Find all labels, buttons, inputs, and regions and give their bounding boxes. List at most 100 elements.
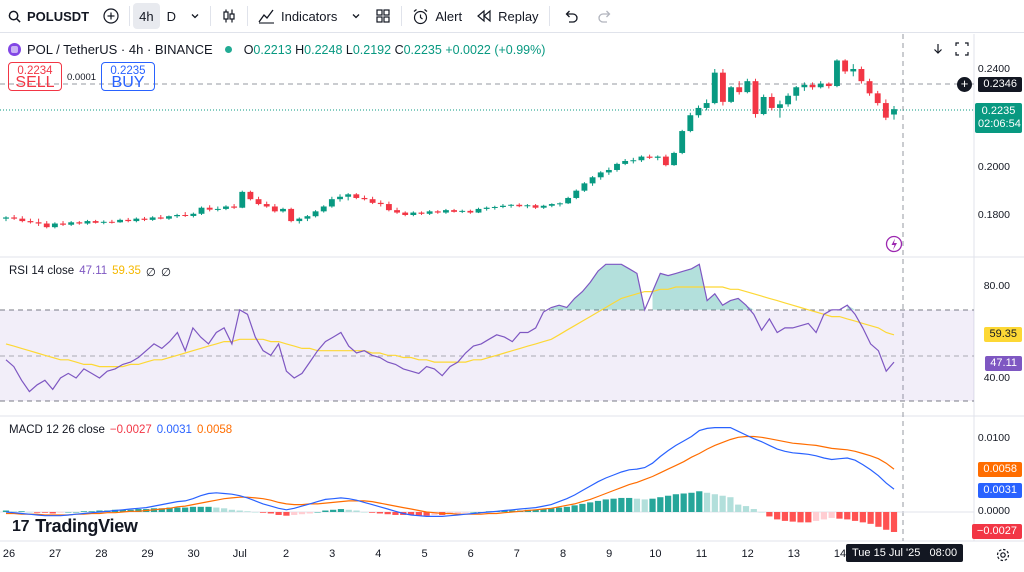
macd-histogram-bar [750,509,757,512]
timeframe-dropdown-button[interactable] [183,0,207,33]
timeframe-d-button[interactable]: D [160,0,183,33]
redo-button[interactable] [589,0,621,33]
sell-button[interactable]: 0.2234 SELL [8,62,62,91]
close-value: 0.2235 [403,42,442,57]
candle-body [288,208,295,222]
time-axis-label: 8 [559,548,567,560]
macd-histogram-bar [41,512,49,513]
macd-histogram-bar [719,495,726,512]
candle-body [744,81,751,93]
candle-body [589,177,596,184]
series-title[interactable]: POL / TetherUS · 4h · BINANCE [27,42,213,57]
scroll-down-button[interactable] [932,42,944,59]
bar-countdown: 02:06:54 [978,118,1021,130]
macd-histogram-bar [337,509,345,512]
layouts-button[interactable] [368,0,398,33]
indicators-button[interactable]: Indicators [251,0,344,33]
time-axis-label: 12 [741,548,754,560]
undo-button[interactable] [553,0,589,33]
rsi-line [5,263,895,393]
macd-histogram-bar [65,512,72,513]
macd-histogram-bar [688,492,695,512]
macd-histogram-bar [649,498,656,512]
chart-type-button[interactable] [214,0,244,33]
macd-histogram-bar [407,512,415,515]
indicators-dropdown-button[interactable] [344,0,368,33]
candle-body [100,221,107,223]
fullscreen-button[interactable] [955,42,969,59]
candle-body [891,109,897,115]
buy-button[interactable]: 0.2235 BUY [101,62,155,91]
tradingview-logo[interactable]: 17 TradingView [12,516,138,537]
main-legend: POL / TetherUS · 4h · BINANCE O0.2213 H0… [8,42,545,57]
compare-symbol-button[interactable] [96,0,126,33]
macd-histogram-bar [259,512,267,513]
macd-histogram-bar [462,512,469,513]
candle-body [801,84,808,88]
macd-histogram-bar [602,499,609,512]
macd-legend[interactable]: MACD 12 26 close −0.0027 0.0031 0.0058 [9,424,232,436]
macd-histogram-bar [166,507,173,512]
macd-histogram-bar [626,497,633,512]
time-axis-label: 30 [187,548,200,560]
macd-histogram-bar [470,512,477,513]
candle-body [719,72,726,102]
macd-histogram-bar [228,509,236,512]
candle-body [785,95,792,105]
time-axis-label: 29 [141,548,154,560]
add-alert-plus-icon[interactable]: + [957,77,972,92]
macd-value-tag: 0.0031 [978,483,1022,498]
macd-histogram-bar [267,512,274,514]
macd-histogram-bar [571,505,578,512]
settings-button[interactable] [996,548,1010,567]
time-axis-label: 6 [467,548,474,560]
macd-histogram-bar [306,512,313,514]
symbol-search-button[interactable]: POLUSDT [0,0,96,33]
candle-body [581,183,588,191]
top-toolbar: POLUSDT 4h D Indicators [0,0,1024,33]
candle-body [84,221,91,224]
macd-histogram-bar [400,512,407,515]
macd-histogram-bar [774,512,781,520]
macd-hist-tag: −0.0027 [971,524,1022,539]
macd-histogram-bar [119,509,126,512]
rewind-icon [477,9,491,23]
candle-body [573,190,580,198]
candle-body [223,206,229,209]
market-open-indicator [224,46,232,53]
candle-body [385,204,392,211]
candle-body [247,191,254,200]
candle-body [467,210,474,213]
timeframe-4h-button[interactable]: 4h [133,3,160,29]
replay-button[interactable]: Replay [469,0,545,33]
candle-body [141,218,148,220]
replay-label: Replay [498,8,539,24]
open-value: 0.2213 [253,42,292,57]
macd-signal-line [6,435,895,516]
candle-body [508,204,515,206]
candle-body [337,196,343,200]
rsi-legend[interactable]: RSI 14 close 47.11 59.35 ∅ ∅ [9,265,171,279]
macd-histogram-bar [314,512,321,513]
crosshair-date: Tue 15 Jul '25 [852,547,921,559]
candle-body [687,115,694,132]
candle-body [736,87,743,93]
divider [548,6,550,26]
macd-histogram-bar [890,512,898,532]
macd-histogram-bar [828,512,835,518]
maximize-icon [955,42,969,56]
macd-histogram-bar [883,512,890,530]
macd-histogram-bar [34,512,41,513]
candle-body [369,199,376,203]
divider [209,6,211,26]
candle-body [866,81,873,94]
macd-histogram-bar [711,494,718,512]
macd-histogram-bar [104,510,111,512]
alert-button[interactable]: Alert [405,0,469,33]
macd-histogram-bar [57,512,64,513]
event-marker-icon[interactable] [885,235,903,253]
candle-body [68,222,75,225]
macd-histogram-bar [594,500,602,512]
candle-body [597,172,604,178]
time-axis-label: 10 [649,548,662,560]
